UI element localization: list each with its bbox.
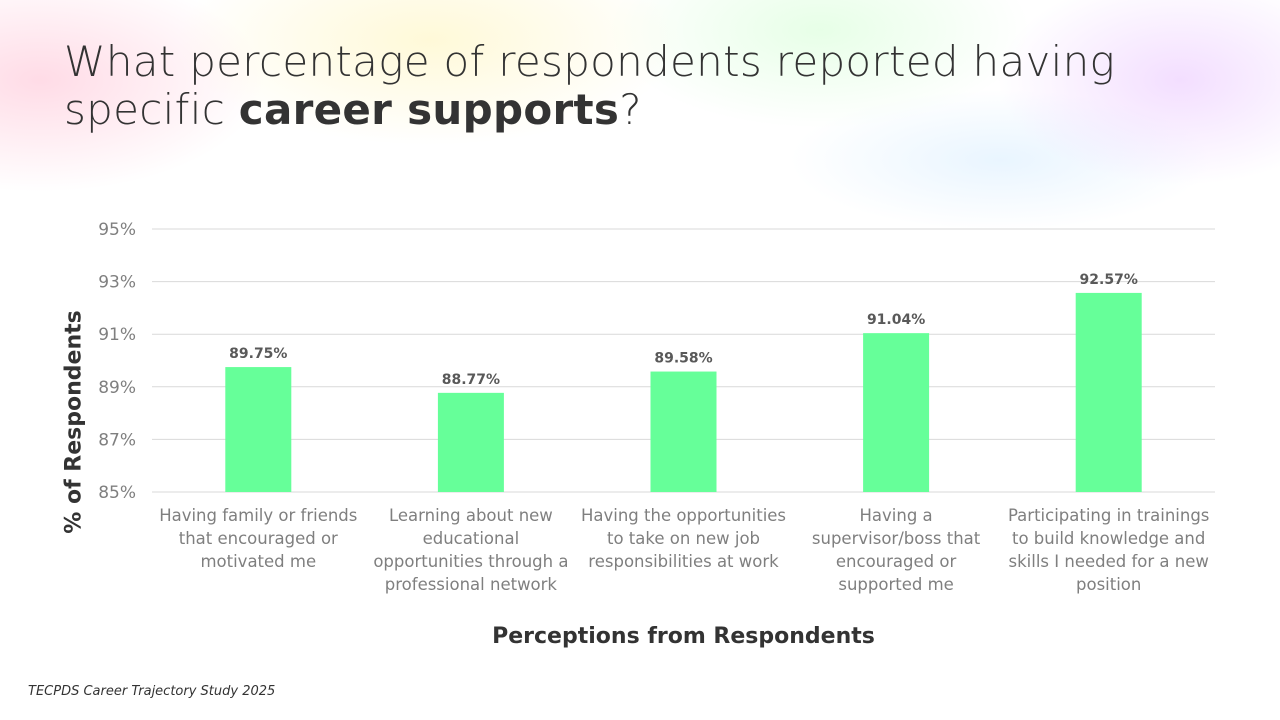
y-tick-label: 93%: [98, 273, 136, 293]
x-axis-label: Perceptions from Respondents: [492, 624, 875, 649]
y-tick-label: 89%: [98, 378, 136, 398]
data-label: 88.77%: [442, 372, 500, 388]
bar: [863, 333, 930, 492]
x-tick-label: Learning about new educational opportuni…: [373, 506, 569, 594]
bar: [1075, 292, 1142, 492]
bar: [437, 392, 504, 492]
page-title: What percentage of respondents reported …: [64, 37, 1116, 134]
x-tick-label: Having a supervisor/boss that encouraged…: [811, 506, 981, 594]
x-tick-label: Having the opportunities to take on new …: [580, 506, 787, 571]
bar: [650, 371, 717, 492]
y-tick-label: 91%: [98, 325, 136, 345]
y-tick-label: 95%: [98, 220, 136, 240]
y-axis-label: % of Respondents: [61, 310, 87, 534]
y-tick-label: 87%: [98, 430, 136, 450]
data-label: 92.57%: [1080, 272, 1138, 288]
x-tick-label: Participating in trainings to build know…: [1007, 506, 1210, 594]
data-label: 89.75%: [229, 346, 287, 362]
source-note: TECPDS Career Trajectory Study 2025: [28, 684, 276, 699]
y-tick-label: 85%: [98, 483, 136, 503]
data-label: 91.04%: [867, 312, 925, 328]
bar: [225, 367, 292, 492]
x-tick-label: Having family or friends that encouraged…: [159, 506, 358, 571]
data-label: 89.58%: [654, 351, 712, 367]
